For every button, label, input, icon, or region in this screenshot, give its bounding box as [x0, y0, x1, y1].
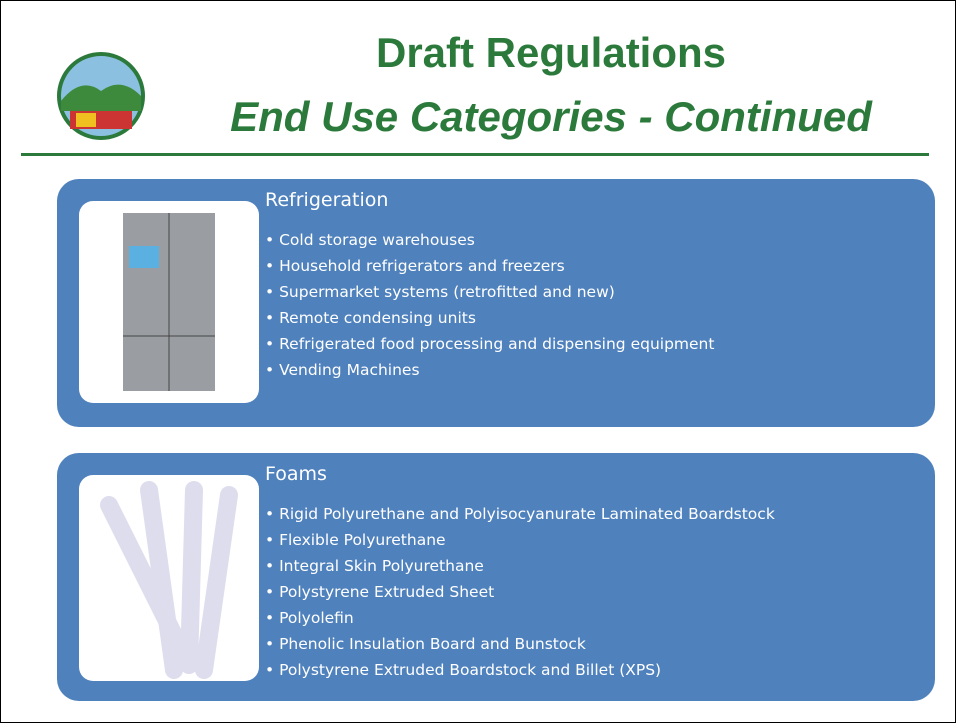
list: Cold storage warehousesHousehold refrige…	[265, 227, 714, 383]
list-item: Polyolefin	[265, 605, 775, 631]
foam-image	[79, 475, 259, 681]
list-item: Rigid Polyurethane and Polyisocyanurate …	[265, 501, 775, 527]
list-item: Supermarket systems (retrofitted and new…	[265, 279, 714, 305]
list-item: Refrigerated food processing and dispens…	[265, 331, 714, 357]
list-item: Phenolic Insulation Board and Bunstock	[265, 631, 775, 657]
list-item: Household refrigerators and freezers	[265, 253, 714, 279]
list-item: Remote condensing units	[265, 305, 714, 331]
logo	[57, 52, 145, 140]
list-item: Polystyrene Extruded Sheet	[265, 579, 775, 605]
panel: Refrigeration Cold storage warehousesHou…	[57, 179, 935, 427]
list-item: Cold storage warehouses	[265, 227, 714, 253]
list: Rigid Polyurethane and Polyisocyanurate …	[265, 501, 775, 683]
fridge-image	[79, 201, 259, 403]
list-item: Polystyrene Extruded Boardstock and Bill…	[265, 657, 775, 683]
rule	[21, 153, 929, 156]
list-item: Integral Skin Polyurethane	[265, 553, 775, 579]
section-heading: Foams	[265, 463, 327, 485]
section-heading: Refrigeration	[265, 189, 389, 211]
subtitle: End Use Categories - Continued	[230, 93, 872, 140]
panel: Foams Rigid Polyurethane and Polyisocyan…	[57, 453, 935, 701]
title: Draft Regulations	[375, 29, 727, 76]
list-item: Vending Machines	[265, 357, 714, 383]
list-item: Flexible Polyurethane	[265, 527, 775, 553]
